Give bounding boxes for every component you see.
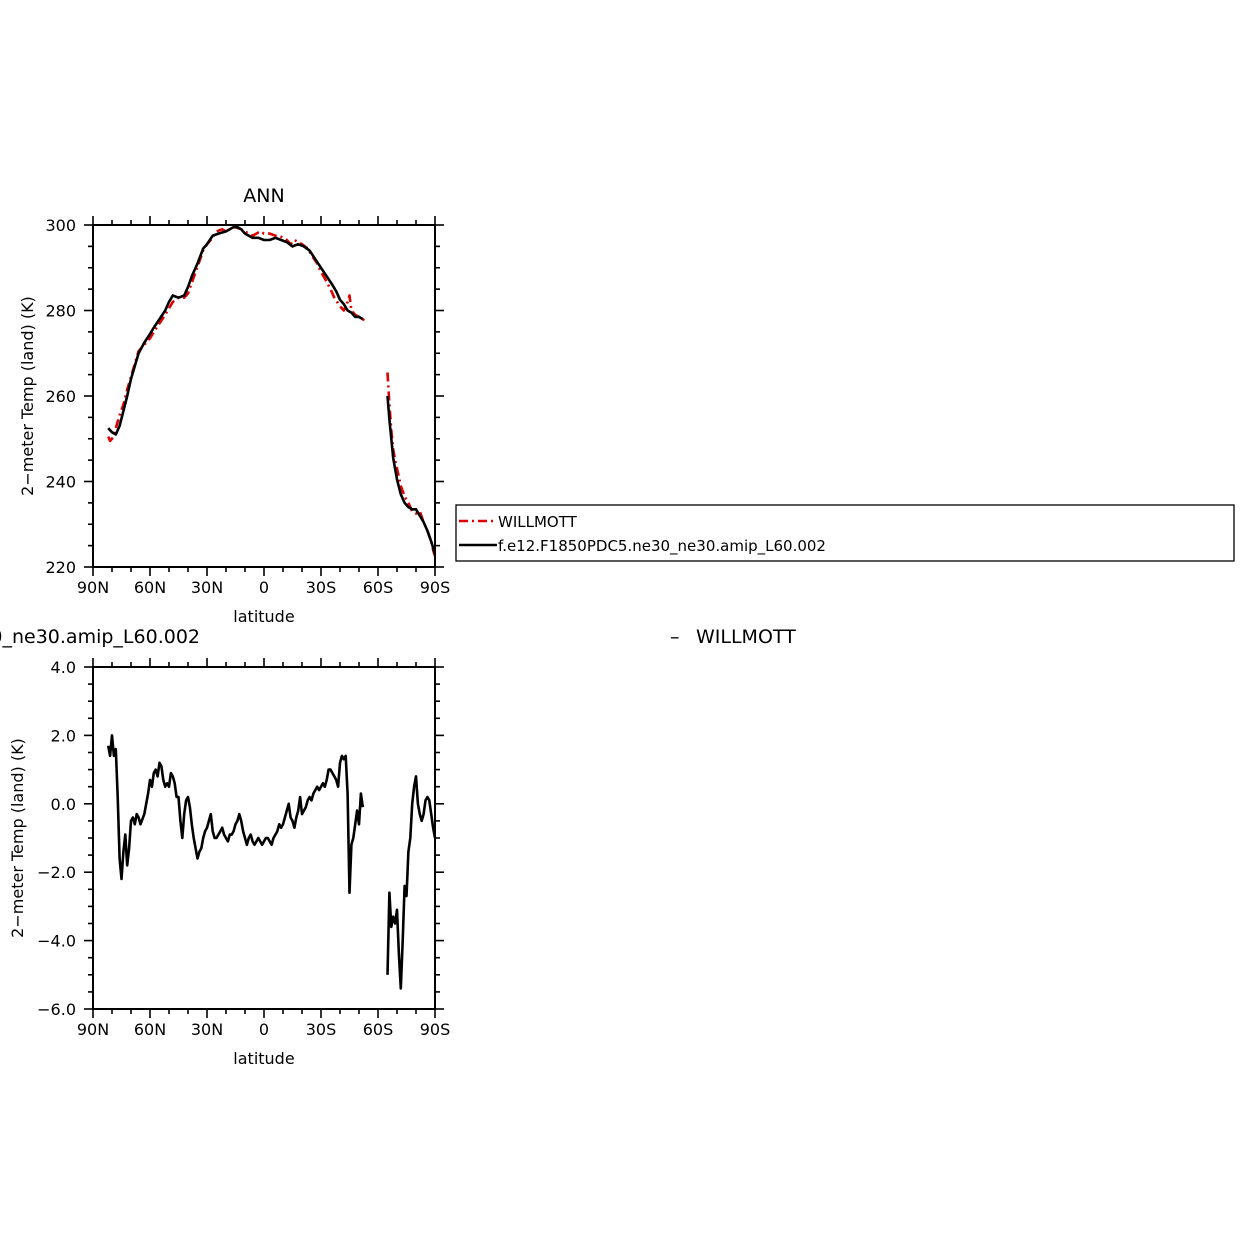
difference-panel: f.e12.F1850PDC5.ne30_ne30.amip_L60.002 –… xyxy=(0,626,796,1068)
y-tick-label: 2.0 xyxy=(51,726,76,745)
y-axis-label: 2−meter Temp (land) (K) xyxy=(8,738,27,938)
x-tick-label: 60N xyxy=(134,1020,166,1039)
y-tick-label: 4.0 xyxy=(51,658,76,677)
panel-title-left: f.e12.F1850PDC5.ne30_ne30.amip_L60.002 xyxy=(0,626,200,648)
legend-label-willmott: WILLMOTT xyxy=(498,513,578,531)
y-tick-label: 240 xyxy=(45,473,76,492)
x-tick-label: 90N xyxy=(77,1020,109,1039)
series-line-1-segment-1 xyxy=(386,395,437,555)
x-tick-label: 30S xyxy=(306,578,337,597)
x-tick-label: 90S xyxy=(420,578,451,597)
legend-box xyxy=(455,504,1235,562)
temperature-panel: ANN 90N 60N 30N 0 30S 60S 90S 220 240 260 280 300 l… xyxy=(18,185,450,626)
x-tick-label: 0 xyxy=(259,1020,269,1039)
difference-plot-area: 90N 60N 30N 0 30S 60S 90S −6.0 −4.0 −2.0 0.0 2.0 4.0 xyxy=(37,658,450,1039)
y-tick-label: 280 xyxy=(45,302,76,321)
x-tick-label: 90N xyxy=(77,578,109,597)
panel-title: ANN xyxy=(243,185,284,207)
y-tick-label: 260 xyxy=(45,387,76,406)
legend: WILLMOTT f.e12.F1850PDC5.ne30_ne30.amip_… xyxy=(455,504,1235,562)
x-axis-label: latitude xyxy=(233,607,294,626)
panel-title-right: WILLMOTT xyxy=(696,626,796,648)
y-tick-label: −2.0 xyxy=(37,863,76,882)
series-line-0-segment-0 xyxy=(106,734,365,894)
y-tick-label: −6.0 xyxy=(37,1000,76,1019)
x-tick-label: 0 xyxy=(259,578,269,597)
x-tick-label: 60N xyxy=(134,578,166,597)
series-line-0-segment-1 xyxy=(386,775,437,990)
x-tick-label: 30N xyxy=(191,578,223,597)
x-tick-label: 60S xyxy=(363,1020,394,1039)
y-axis-label: 2−meter Temp (land) (K) xyxy=(18,296,37,496)
y-tick-label: −4.0 xyxy=(37,932,76,951)
panel-title-dash: – xyxy=(670,626,680,648)
x-tick-label: 30N xyxy=(191,1020,223,1039)
legend-label-model: f.e12.F1850PDC5.ne30_ne30.amip_L60.002 xyxy=(498,537,826,556)
y-tick-label: 0.0 xyxy=(51,795,76,814)
x-axis-label: latitude xyxy=(233,1049,294,1068)
series-line-1-segment-0 xyxy=(107,225,364,436)
temperature-plot-area: 90N 60N 30N 0 30S 60S 90S 220 240 260 280 300 xyxy=(45,216,450,597)
y-tick-label: 300 xyxy=(45,216,76,235)
x-tick-label: 60S xyxy=(363,578,394,597)
x-tick-label: 30S xyxy=(306,1020,337,1039)
x-tick-label: 90S xyxy=(420,1020,451,1039)
y-tick-label: 220 xyxy=(45,558,76,577)
